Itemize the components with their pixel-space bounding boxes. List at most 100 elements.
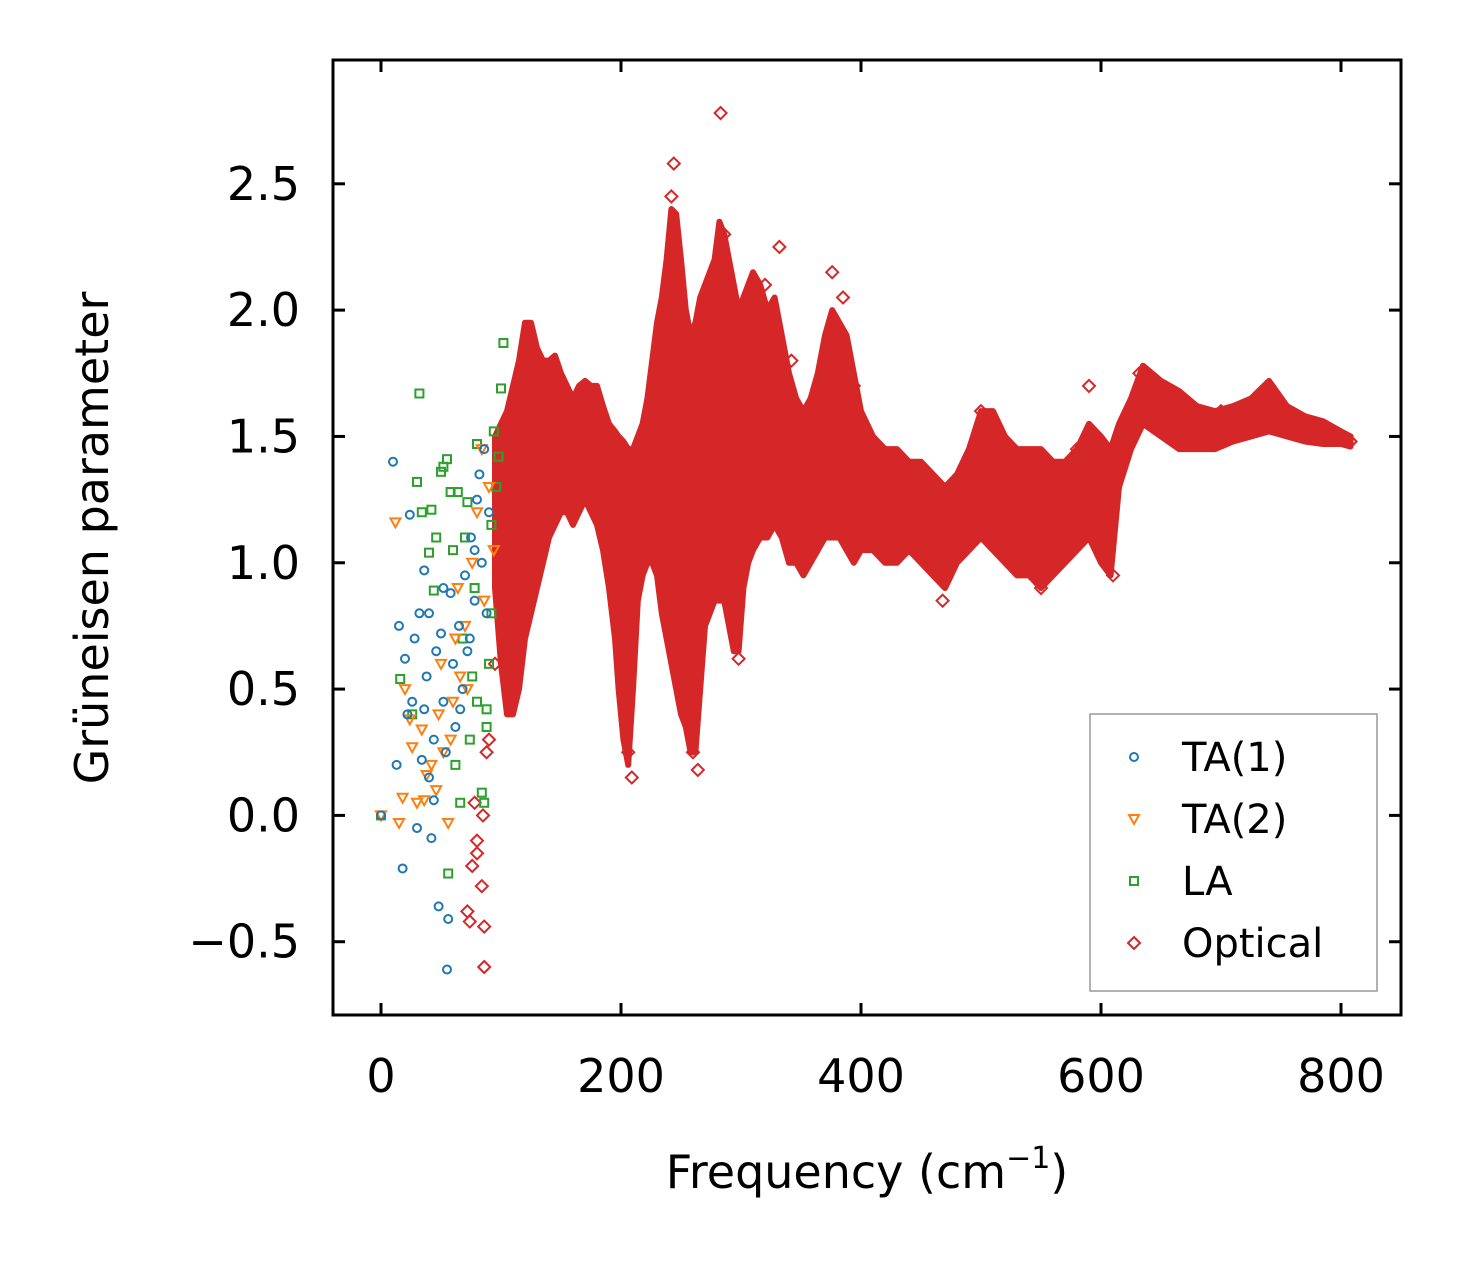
data-point (1117, 416, 1133, 432)
x-tick-label: 0 (366, 1049, 395, 1103)
data-point (472, 439, 482, 450)
data-point (440, 747, 451, 758)
data-point (397, 863, 408, 874)
data-point (414, 388, 425, 399)
y-tick-label: −0.5 (188, 915, 300, 969)
data-point (783, 353, 799, 369)
data-point (1021, 530, 1037, 545)
data-point (663, 189, 679, 204)
data-point (464, 734, 475, 745)
data-point (428, 795, 439, 806)
data-point (453, 671, 467, 684)
data-point (819, 353, 835, 369)
y-tick-label: 2.0 (227, 283, 300, 337)
data-point (409, 633, 420, 644)
data-point (445, 588, 456, 599)
data-point (949, 530, 965, 545)
data-point (459, 904, 475, 919)
data-point (479, 444, 490, 455)
data-point (394, 620, 404, 631)
data-point (1147, 378, 1163, 394)
data-point (443, 913, 454, 924)
legend-label: Optical (1182, 921, 1323, 967)
data-point (421, 671, 432, 682)
data-point (529, 479, 545, 495)
data-point (388, 517, 403, 530)
data-point (407, 696, 418, 707)
data-point (462, 497, 473, 508)
data-point (611, 580, 627, 596)
legend: TA(1) TA(2) LA Optical (1089, 713, 1378, 992)
data-point (424, 608, 434, 619)
data-point (481, 732, 497, 748)
data-point (392, 817, 406, 831)
data-point (1309, 416, 1325, 432)
data-point (671, 277, 687, 293)
data-point (1069, 441, 1085, 457)
data-point (685, 744, 701, 760)
x-tick-label: 600 (1057, 1049, 1145, 1103)
data-point (391, 759, 402, 770)
data-point (565, 441, 581, 457)
x-axis-label-superscript: −1 (1006, 1141, 1050, 1176)
data-point (424, 547, 434, 558)
data-point (469, 583, 480, 594)
data-point (517, 580, 533, 596)
data-point (479, 744, 495, 760)
data-point (624, 770, 640, 785)
data-point (1105, 567, 1121, 583)
y-axis-label: Grüneisen parameter (65, 291, 119, 784)
data-point (541, 416, 557, 432)
data-point (1189, 416, 1205, 432)
data-point (455, 704, 466, 715)
series-optical (459, 105, 1359, 975)
data-point (1213, 403, 1229, 419)
data-point (481, 704, 492, 715)
data-point (441, 817, 455, 831)
data-point (487, 656, 503, 672)
data-point (433, 901, 444, 912)
data-point (484, 658, 494, 669)
y-tick-label: 1.0 (227, 536, 300, 590)
data-point (475, 807, 491, 823)
data-point (1333, 429, 1349, 444)
legend-label: TA(1) (1181, 735, 1287, 781)
data-point (1261, 378, 1277, 394)
legend-marker-triangle (1127, 814, 1141, 827)
data-point (414, 608, 425, 619)
data-point (448, 633, 463, 646)
data-point (462, 914, 478, 929)
legend-label: LA (1182, 859, 1233, 905)
data-point (472, 494, 482, 505)
data-point (476, 919, 492, 934)
data-point (1093, 479, 1109, 495)
y-tick-label: 0.5 (227, 662, 300, 716)
data-point (412, 823, 422, 834)
data-point (395, 673, 406, 684)
data-point (398, 684, 412, 697)
data-point (589, 403, 605, 419)
data-point (460, 532, 470, 543)
ticks-layer (333, 60, 1401, 1015)
data-point (424, 772, 434, 783)
data-point (935, 593, 951, 609)
data-point (438, 583, 449, 594)
data-point (481, 608, 492, 619)
data-point (428, 585, 439, 596)
data-point (415, 724, 429, 737)
data-point (738, 378, 754, 394)
data-point (631, 504, 647, 520)
data-point (649, 416, 665, 432)
data-point (901, 466, 917, 482)
data-point (454, 620, 464, 631)
x-tick-label: 400 (817, 1049, 905, 1103)
x-tick-label: 800 (1297, 1049, 1385, 1103)
data-point (713, 105, 729, 121)
data-point (493, 451, 504, 462)
data-point (690, 762, 706, 778)
series-la (376, 337, 509, 879)
data-point (477, 595, 491, 608)
data-point (465, 557, 479, 570)
data-point (466, 532, 476, 543)
data-point (488, 426, 499, 437)
